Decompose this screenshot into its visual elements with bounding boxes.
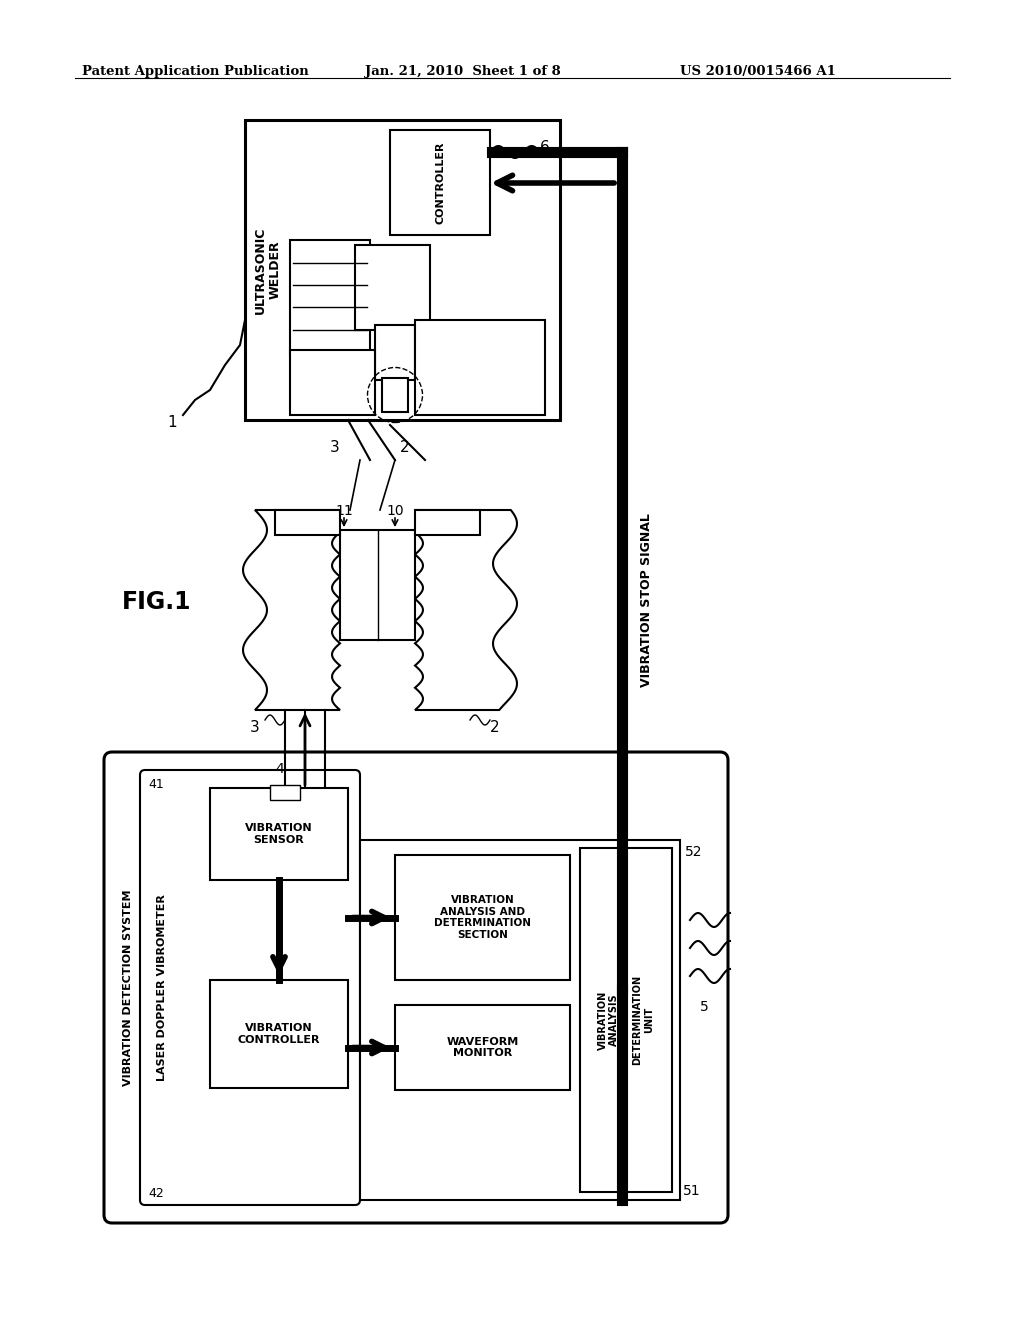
Bar (375, 325, 415, 380)
Text: 6: 6 (540, 140, 550, 154)
Bar (360, 840, 680, 1200)
Text: 3: 3 (250, 719, 260, 735)
Bar (275, 510, 340, 535)
Text: 10: 10 (386, 504, 403, 517)
Bar (355, 246, 430, 330)
Text: 3: 3 (330, 440, 340, 455)
Text: Jan. 21, 2010  Sheet 1 of 8: Jan. 21, 2010 Sheet 1 of 8 (365, 65, 561, 78)
Bar (245, 120, 560, 420)
Text: 1: 1 (167, 414, 177, 430)
Text: VIBRATION
SENSOR: VIBRATION SENSOR (245, 824, 312, 845)
Text: WAVEFORM
MONITOR: WAVEFORM MONITOR (446, 1036, 518, 1059)
Text: 52: 52 (685, 845, 702, 859)
FancyBboxPatch shape (140, 770, 360, 1205)
Bar (390, 129, 490, 235)
Bar (415, 319, 545, 414)
Text: VIBRATION
ANALYSIS AND
DETERMINATION
SECTION: VIBRATION ANALYSIS AND DETERMINATION SEC… (434, 895, 531, 940)
Bar (382, 378, 408, 412)
Text: 11: 11 (335, 504, 353, 517)
Text: Patent Application Publication: Patent Application Publication (82, 65, 309, 78)
Bar (580, 847, 672, 1192)
Bar (395, 855, 570, 979)
Text: VIBRATION DETECTION SYSTEM: VIBRATION DETECTION SYSTEM (123, 890, 133, 1086)
Bar (290, 350, 375, 414)
Text: LASER DOPPLER VIBROMETER: LASER DOPPLER VIBROMETER (157, 895, 167, 1081)
Text: 4: 4 (275, 762, 285, 776)
Bar (270, 785, 300, 800)
Text: 42: 42 (148, 1187, 164, 1200)
Polygon shape (415, 510, 517, 710)
Text: ULTRASONIC
WELDER: ULTRASONIC WELDER (254, 226, 282, 314)
Bar (340, 531, 415, 640)
Text: 41: 41 (148, 777, 164, 791)
Bar (290, 240, 370, 355)
Bar (210, 788, 348, 880)
Polygon shape (243, 510, 340, 710)
Text: FIG.1: FIG.1 (122, 590, 191, 614)
Text: 5: 5 (700, 1001, 709, 1014)
Bar (415, 510, 480, 535)
Text: 51: 51 (683, 1184, 700, 1199)
Bar (210, 979, 348, 1088)
Text: 2: 2 (490, 719, 500, 735)
Text: VIBRATION
CONTROLLER: VIBRATION CONTROLLER (238, 1023, 321, 1045)
FancyBboxPatch shape (104, 752, 728, 1224)
Text: 2: 2 (400, 440, 410, 455)
Bar (395, 1005, 570, 1090)
Text: US 2010/0015466 A1: US 2010/0015466 A1 (680, 65, 836, 78)
Text: CONTROLLER: CONTROLLER (435, 141, 445, 224)
Text: VIBRATION
ANALYSIS
AND
DETERMINATION
UNIT: VIBRATION ANALYSIS AND DETERMINATION UNI… (598, 975, 654, 1065)
Text: VIBRATION STOP SIGNAL: VIBRATION STOP SIGNAL (640, 513, 653, 686)
